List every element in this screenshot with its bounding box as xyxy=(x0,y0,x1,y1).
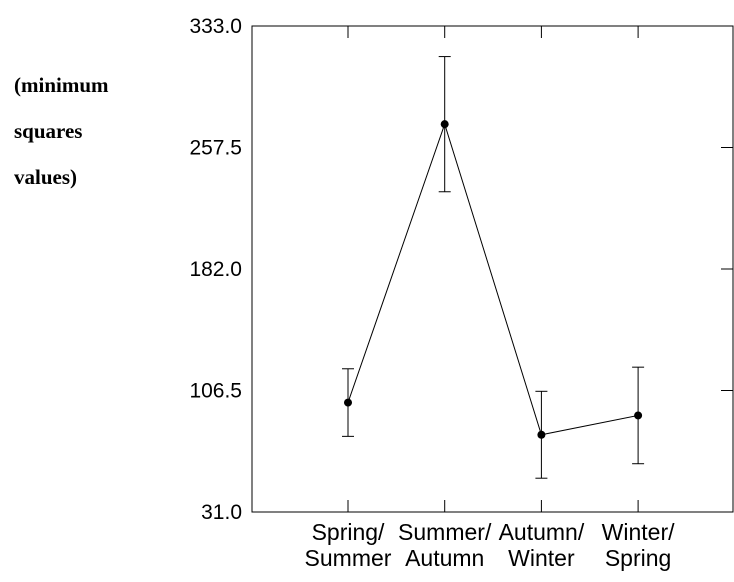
y-tick-label: 31.0 xyxy=(201,501,242,524)
text-line: Winter/ xyxy=(602,519,675,545)
data-point xyxy=(634,411,643,420)
text-line: Summer xyxy=(305,545,392,571)
text-line: squares xyxy=(14,119,82,143)
plot-frame xyxy=(251,25,734,513)
data-point xyxy=(344,398,352,407)
text-line: Spring/ xyxy=(312,519,385,545)
text-line: Autumn/ xyxy=(499,519,585,545)
text-line: Autumn xyxy=(405,545,484,571)
x-tick-label: Autumn/Winter xyxy=(499,519,585,571)
x-tick-label: Spring/Summer xyxy=(305,519,392,571)
text-line: Spring xyxy=(605,545,671,571)
text-line: Winter xyxy=(508,545,575,571)
y-tick-label: 106.5 xyxy=(189,380,242,403)
text-line: (minimum xyxy=(14,73,109,97)
y-axis-label: (minimum squares values) xyxy=(14,73,109,189)
y-tick-label: 182.0 xyxy=(189,258,242,281)
text-line: Summer/ xyxy=(398,519,492,545)
x-tick-label: Summer/Autumn xyxy=(398,519,492,571)
y-tick-label: 257.5 xyxy=(189,137,242,160)
data-point xyxy=(537,430,546,439)
data-point xyxy=(440,120,449,129)
y-tick-label: 333.0 xyxy=(189,15,242,38)
text-line: values) xyxy=(14,165,77,189)
series-line xyxy=(347,122,639,436)
x-tick-label: Winter/Spring xyxy=(602,519,675,571)
